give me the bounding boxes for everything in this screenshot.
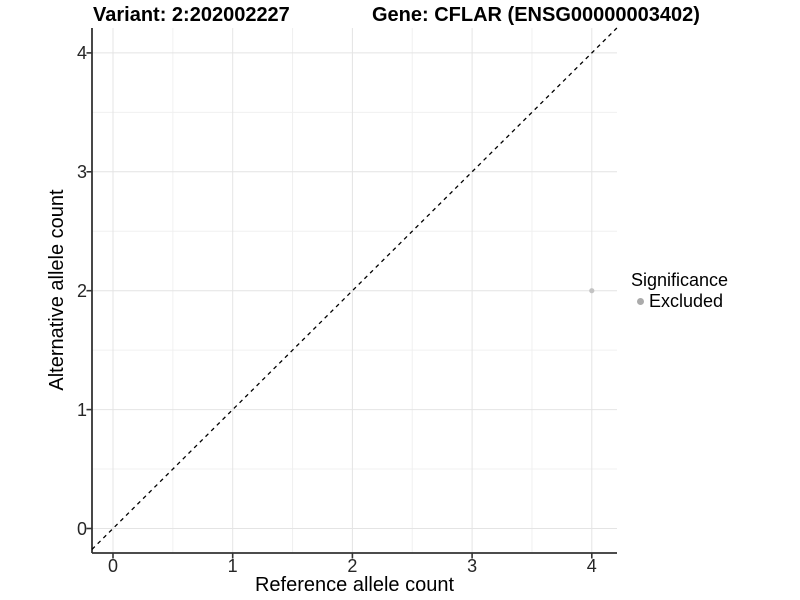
plot-title-gene: Gene: CFLAR (ENSG00000003402): [372, 4, 700, 26]
legend-title: Significance: [631, 270, 729, 290]
y-tick-label: 2: [76, 280, 87, 301]
x-tick-label: 0: [107, 556, 118, 576]
y-tick-label: 4: [76, 42, 87, 63]
legend-item-label: Excluded: [649, 291, 724, 311]
y-tick-label: 1: [76, 399, 87, 420]
x-tick-label: 2: [347, 556, 358, 576]
y-axis-title: Alternative allele count: [46, 189, 68, 391]
x-axis-title: Reference allele count: [254, 574, 454, 596]
legend-item-excluded: Excluded: [631, 291, 728, 311]
x-tick-label: 3: [467, 556, 478, 576]
plot-title-variant: Variant: 2:202002227: [93, 4, 290, 26]
x-tick-label: 1: [227, 556, 238, 576]
y-tick-label: 3: [76, 161, 87, 182]
legend: Significance Excluded: [631, 270, 728, 311]
y-tick-label: 0: [76, 518, 87, 539]
point-icon: [637, 297, 644, 305]
x-tick-label: 4: [586, 556, 597, 576]
